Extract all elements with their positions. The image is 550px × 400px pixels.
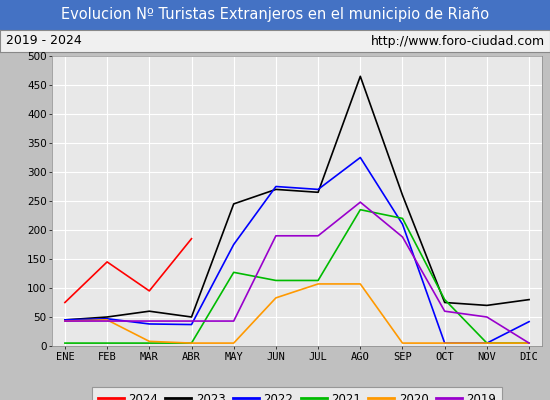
- Legend: 2024, 2023, 2022, 2021, 2020, 2019: 2024, 2023, 2022, 2021, 2020, 2019: [92, 387, 502, 400]
- Text: 2019 - 2024: 2019 - 2024: [6, 34, 81, 48]
- Text: http://www.foro-ciudad.com: http://www.foro-ciudad.com: [370, 34, 544, 48]
- Text: Evolucion Nº Turistas Extranjeros en el municipio de Riaño: Evolucion Nº Turistas Extranjeros en el …: [61, 8, 489, 22]
